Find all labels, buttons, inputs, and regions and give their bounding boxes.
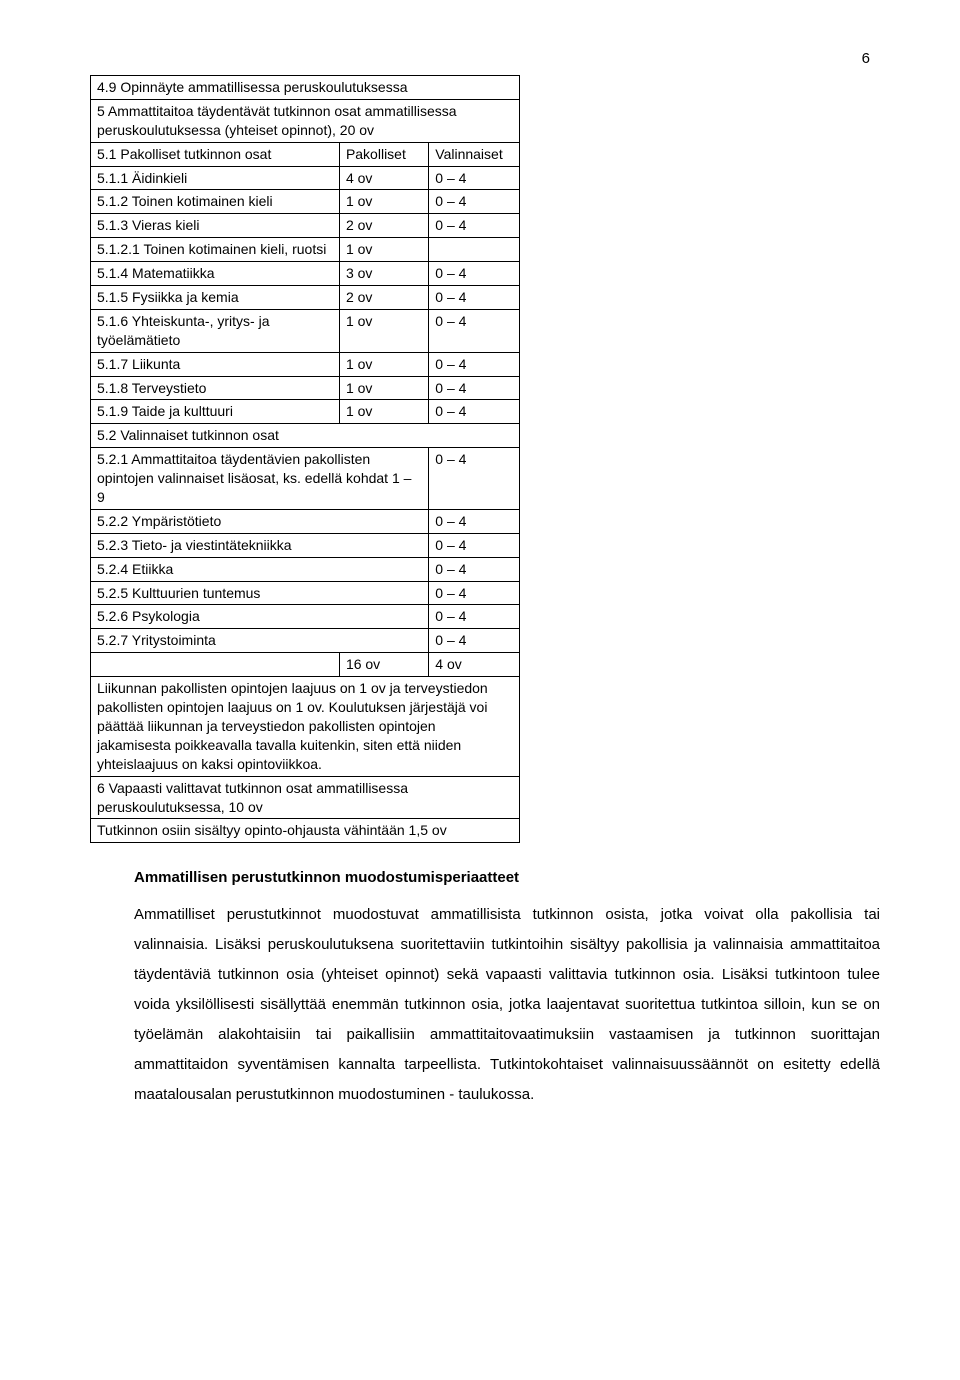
- page-number: 6: [90, 50, 880, 67]
- table-cell: 5.2.2 Ympäristötieto: [91, 509, 429, 533]
- table-cell: Tutkinnon osiin sisältyy opinto-ohjausta…: [91, 819, 520, 843]
- table-cell: 5.1.2.1 Toinen kotimainen kieli, ruotsi: [91, 238, 340, 262]
- table-cell: 1 ov: [339, 400, 428, 424]
- table-cell: 4 ov: [339, 166, 428, 190]
- table-cell: 0 – 4: [429, 400, 520, 424]
- table-cell: 0 – 4: [429, 166, 520, 190]
- table-row: 5.2.7 Yritystoiminta0 – 4: [91, 629, 520, 653]
- table-cell: 2 ov: [339, 286, 428, 310]
- table-cell: 0 – 4: [429, 286, 520, 310]
- table-row: 5.2.3 Tieto- ja viestintätekniikka0 – 4: [91, 533, 520, 557]
- text-block: Ammatillisen perustutkinnon muodostumisp…: [90, 869, 880, 1110]
- table-row: 5.1.1 Äidinkieli4 ov0 – 4: [91, 166, 520, 190]
- table-cell: 5.2.6 Psykologia: [91, 605, 429, 629]
- page: 6 4.9 Opinnäyte ammatillisessa peruskoul…: [0, 0, 960, 1174]
- table-row: 5.2.6 Psykologia0 – 4: [91, 605, 520, 629]
- table-cell: 5.2.7 Yritystoiminta: [91, 629, 429, 653]
- table-cell: 4 ov: [429, 653, 520, 677]
- table-row: 5.2.1 Ammattitaitoa täydentävien pakolli…: [91, 448, 520, 510]
- table-row: 5.1 Pakolliset tutkinnon osatPakollisetV…: [91, 142, 520, 166]
- table-cell: 6 Vapaasti valittavat tutkinnon osat amm…: [91, 776, 520, 819]
- table-cell: [91, 653, 340, 677]
- table-cell: 0 – 4: [429, 262, 520, 286]
- table-cell: 0 – 4: [429, 581, 520, 605]
- table-cell: 5.1 Pakolliset tutkinnon osat: [91, 142, 340, 166]
- table-cell: 5.1.7 Liikunta: [91, 352, 340, 376]
- table-cell: 0 – 4: [429, 309, 520, 352]
- table-row: 5.1.9 Taide ja kulttuuri1 ov0 – 4: [91, 400, 520, 424]
- table-row: 5.1.5 Fysiikka ja kemia2 ov0 – 4: [91, 286, 520, 310]
- table-cell: Valinnaiset: [429, 142, 520, 166]
- table-row: 4.9 Opinnäyte ammatillisessa peruskoulut…: [91, 76, 520, 100]
- table-cell: 5.1.1 Äidinkieli: [91, 166, 340, 190]
- table-cell: 0 – 4: [429, 448, 520, 510]
- table-cell: 1 ov: [339, 309, 428, 352]
- table-cell: 5.1.5 Fysiikka ja kemia: [91, 286, 340, 310]
- table-cell: [429, 238, 520, 262]
- table-row: 5.2.2 Ympäristötieto0 – 4: [91, 509, 520, 533]
- table-cell: 5.1.9 Taide ja kulttuuri: [91, 400, 340, 424]
- table-row: 5.2.5 Kulttuurien tuntemus0 – 4: [91, 581, 520, 605]
- table-row: 6 Vapaasti valittavat tutkinnon osat amm…: [91, 776, 520, 819]
- table-cell: 5.1.4 Matematiikka: [91, 262, 340, 286]
- table-cell: 5.1.3 Vieras kieli: [91, 214, 340, 238]
- table-row: 5.1.4 Matematiikka3 ov0 – 4: [91, 262, 520, 286]
- table-cell: 0 – 4: [429, 190, 520, 214]
- table-cell: 5.1.6 Yhteiskunta-, yritys- ja työelämät…: [91, 309, 340, 352]
- table-cell: 0 – 4: [429, 533, 520, 557]
- table-cell: 5 Ammattitaitoa täydentävät tutkinnon os…: [91, 99, 520, 142]
- table-cell: 1 ov: [339, 376, 428, 400]
- table-cell: 0 – 4: [429, 629, 520, 653]
- table-row: 5.1.2.1 Toinen kotimainen kieli, ruotsi1…: [91, 238, 520, 262]
- table-cell: 5.2.1 Ammattitaitoa täydentävien pakolli…: [91, 448, 429, 510]
- table-cell: 0 – 4: [429, 605, 520, 629]
- table-cell: Pakolliset: [339, 142, 428, 166]
- table-row: 5.1.8 Terveystieto1 ov0 – 4: [91, 376, 520, 400]
- table-cell: 5.2.3 Tieto- ja viestintätekniikka: [91, 533, 429, 557]
- curriculum-table: 4.9 Opinnäyte ammatillisessa peruskoulut…: [90, 75, 520, 843]
- table-row: 5 Ammattitaitoa täydentävät tutkinnon os…: [91, 99, 520, 142]
- table-row: 5.1.3 Vieras kieli2 ov0 – 4: [91, 214, 520, 238]
- section-heading: Ammatillisen perustutkinnon muodostumisp…: [134, 869, 880, 886]
- table-row: 5.1.6 Yhteiskunta-, yritys- ja työelämät…: [91, 309, 520, 352]
- table-cell: 2 ov: [339, 214, 428, 238]
- table-cell: 5.1.2 Toinen kotimainen kieli: [91, 190, 340, 214]
- body-paragraph: Ammatilliset perustutkinnot muodostuvat …: [134, 900, 880, 1110]
- table-cell: 0 – 4: [429, 214, 520, 238]
- table-cell: 4.9 Opinnäyte ammatillisessa peruskoulut…: [91, 76, 520, 100]
- table-row: Tutkinnon osiin sisältyy opinto-ohjausta…: [91, 819, 520, 843]
- table-row: 5.2 Valinnaiset tutkinnon osat: [91, 424, 520, 448]
- table-cell: 5.2.5 Kulttuurien tuntemus: [91, 581, 429, 605]
- table-cell: 1 ov: [339, 238, 428, 262]
- table-cell: 16 ov: [339, 653, 428, 677]
- table-cell: 0 – 4: [429, 376, 520, 400]
- table-cell: Liikunnan pakollisten opintojen laajuus …: [91, 677, 520, 776]
- table-cell: 5.2.4 Etiikka: [91, 557, 429, 581]
- table-cell: 3 ov: [339, 262, 428, 286]
- table-cell: 1 ov: [339, 352, 428, 376]
- table-row: 5.1.2 Toinen kotimainen kieli1 ov0 – 4: [91, 190, 520, 214]
- table-cell: 0 – 4: [429, 352, 520, 376]
- table-cell: 1 ov: [339, 190, 428, 214]
- table-row: 5.2.4 Etiikka0 – 4: [91, 557, 520, 581]
- table-row: 16 ov4 ov: [91, 653, 520, 677]
- table-cell: 5.2 Valinnaiset tutkinnon osat: [91, 424, 520, 448]
- table-cell: 0 – 4: [429, 509, 520, 533]
- table-cell: 5.1.8 Terveystieto: [91, 376, 340, 400]
- table-row: Liikunnan pakollisten opintojen laajuus …: [91, 677, 520, 776]
- table-cell: 0 – 4: [429, 557, 520, 581]
- table-row: 5.1.7 Liikunta1 ov0 – 4: [91, 352, 520, 376]
